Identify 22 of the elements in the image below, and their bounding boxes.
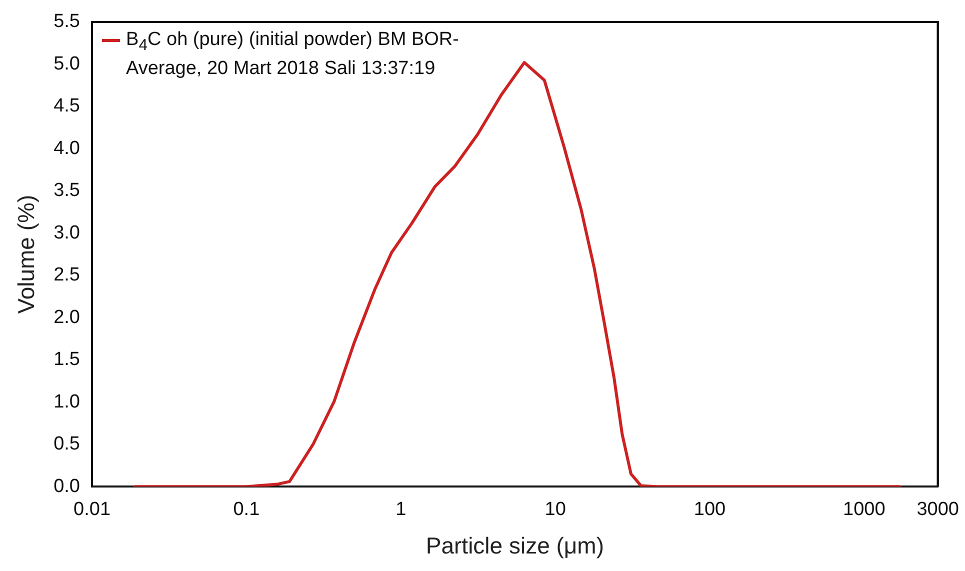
x-tick-label: 3000 [916,499,960,520]
y-tick-label: 4.5 [54,96,80,117]
x-tick-label: 100 [694,499,726,520]
x-tick-label: 1000 [843,499,886,520]
y-tick-label: 3.5 [54,180,80,202]
y-tick-label: 2.5 [54,264,80,286]
x-tick-label: 0.01 [74,499,111,520]
y-tick-label: 4.0 [54,138,80,159]
x-axis-title: Particle size (μm) [426,532,604,559]
y-tick-label: 0.0 [54,476,80,497]
y-tick-label: 0.5 [54,434,80,455]
x-tick-label: 10 [544,499,566,520]
legend-label: B$_{4}$C oh (pure) (initial powder) BM BOR-Average, 20 Mart 2018 Sali 13:37:19 [126,28,460,80]
x-tick-label: 1 [396,499,406,520]
y-axis-title: Volume (%) [13,194,40,314]
x-tick-label: 0.1 [233,499,260,520]
y-tick-label: 1.0 [54,391,80,412]
y-tick-label: 3.0 [54,222,80,244]
y-tick-label: 1.5 [54,349,80,370]
y-tick-label: 5.5 [54,11,80,32]
y-tick-label: 5.0 [54,53,80,74]
y-tick-label: 2.0 [54,306,80,328]
